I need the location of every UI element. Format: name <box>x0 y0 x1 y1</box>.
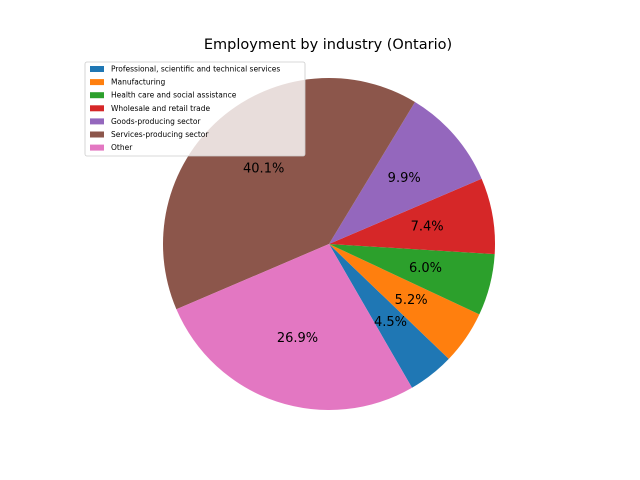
pie-percentage-labels: 4.5% 5.2% 6.0% 7.4% 9.9% 40.1% 26.9% <box>243 161 444 346</box>
legend: Professional, scientific and technical s… <box>84 61 306 157</box>
legend-label: Services-producing sector <box>111 130 209 139</box>
legend-swatch <box>90 118 104 125</box>
legend-swatch <box>90 66 104 72</box>
slice-percentage-label: 26.9% <box>277 331 318 346</box>
pie-slice <box>176 244 412 411</box>
slice-percentage-label: 4.5% <box>374 315 407 330</box>
slice-percentage-label: 5.2% <box>395 293 428 308</box>
legend-label: Health care and social assistance <box>111 91 237 100</box>
legend-label: Professional, scientific and technical s… <box>111 65 280 74</box>
legend-swatch <box>90 105 104 112</box>
pie-slice <box>329 244 449 388</box>
legend-swatch <box>90 131 104 138</box>
pie-slice <box>329 244 480 359</box>
legend-swatch <box>90 79 104 86</box>
legend-frame <box>84 61 306 157</box>
legend-label: Wholesale and retail trade <box>111 104 211 113</box>
pie-slice <box>329 102 482 245</box>
pie-slice <box>329 244 495 315</box>
legend-label: Other <box>111 143 133 152</box>
slice-percentage-label: 7.4% <box>411 219 444 234</box>
legend-label: Goods-producing sector <box>111 117 201 126</box>
chart-title: Employment by industry (Ontario) <box>204 37 452 53</box>
pie-slice <box>329 178 495 255</box>
slice-percentage-label: 9.9% <box>388 171 421 186</box>
legend-swatch <box>90 144 104 151</box>
slice-percentage-label: 6.0% <box>409 261 442 276</box>
slice-percentage-label: 40.1% <box>243 161 284 176</box>
legend-swatch <box>90 92 104 99</box>
legend-label: Manufacturing <box>111 78 166 87</box>
